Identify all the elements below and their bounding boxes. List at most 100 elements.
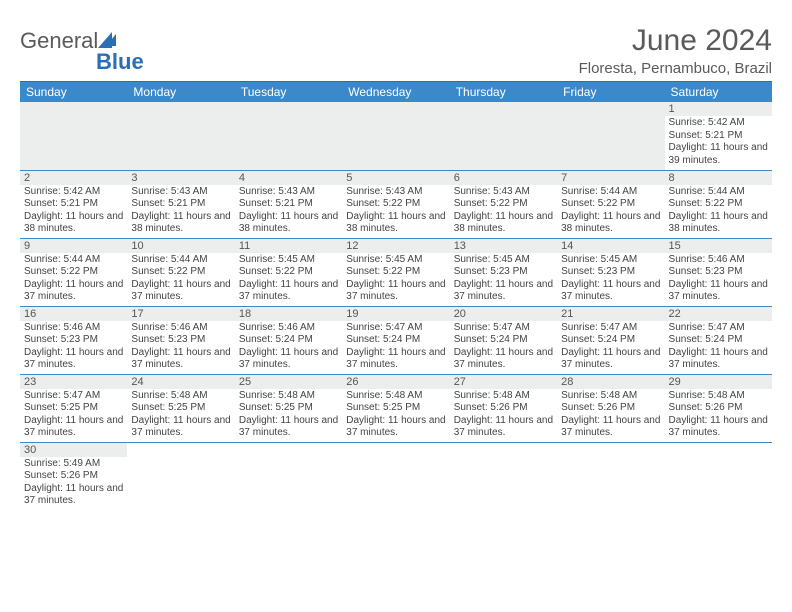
day-body: Sunrise: 5:44 AMSunset: 5:22 PMDaylight:…: [20, 253, 127, 306]
calendar-cell: 3Sunrise: 5:43 AMSunset: 5:21 PMDaylight…: [127, 170, 234, 238]
calendar-cell: 15Sunrise: 5:46 AMSunset: 5:23 PMDayligh…: [665, 238, 772, 306]
day-body: Sunrise: 5:45 AMSunset: 5:23 PMDaylight:…: [557, 253, 664, 306]
daylight-line: Daylight: 11 hours and 38 minutes.: [669, 211, 768, 235]
day-number: 28: [557, 375, 664, 389]
calendar-cell: 19Sunrise: 5:47 AMSunset: 5:24 PMDayligh…: [342, 306, 449, 374]
sunset-line: Sunset: 5:22 PM: [131, 266, 205, 277]
calendar-cell: 13Sunrise: 5:45 AMSunset: 5:23 PMDayligh…: [450, 238, 557, 306]
calendar-cell: 5Sunrise: 5:43 AMSunset: 5:22 PMDaylight…: [342, 170, 449, 238]
calendar-cell: 8Sunrise: 5:44 AMSunset: 5:22 PMDaylight…: [665, 170, 772, 238]
sunrise-line: Sunrise: 5:45 AM: [346, 254, 422, 265]
logo-text-blue: Blue: [20, 49, 772, 75]
day-number: 16: [20, 307, 127, 321]
sunrise-line: Sunrise: 5:44 AM: [131, 254, 207, 265]
calendar-row: 23Sunrise: 5:47 AMSunset: 5:25 PMDayligh…: [20, 374, 772, 442]
calendar-header-row: SundayMondayTuesdayWednesdayThursdayFrid…: [20, 82, 772, 103]
sunrise-line: Sunrise: 5:46 AM: [24, 322, 100, 333]
calendar-cell: 29Sunrise: 5:48 AMSunset: 5:26 PMDayligh…: [665, 374, 772, 442]
daylight-line: Daylight: 11 hours and 37 minutes.: [239, 347, 338, 371]
calendar-body: 1Sunrise: 5:42 AMSunset: 5:21 PMDaylight…: [20, 102, 772, 510]
daylight-line: Daylight: 11 hours and 37 minutes.: [24, 483, 123, 507]
calendar-cell: 4Sunrise: 5:43 AMSunset: 5:21 PMDaylight…: [235, 170, 342, 238]
sunset-line: Sunset: 5:26 PM: [24, 470, 98, 481]
day-number: 20: [450, 307, 557, 321]
day-number: 21: [557, 307, 664, 321]
daylight-line: Daylight: 11 hours and 37 minutes.: [454, 279, 553, 303]
calendar-cell-empty: [342, 102, 449, 170]
sunrise-line: Sunrise: 5:47 AM: [561, 322, 637, 333]
sunset-line: Sunset: 5:25 PM: [24, 402, 98, 413]
day-number: 15: [665, 239, 772, 253]
daylight-line: Daylight: 11 hours and 39 minutes.: [669, 142, 768, 166]
daylight-line: Daylight: 11 hours and 38 minutes.: [239, 211, 338, 235]
sunset-line: Sunset: 5:23 PM: [561, 266, 635, 277]
day-body: Sunrise: 5:45 AMSunset: 5:23 PMDaylight:…: [450, 253, 557, 306]
sunrise-line: Sunrise: 5:46 AM: [239, 322, 315, 333]
calendar-row: 30Sunrise: 5:49 AMSunset: 5:26 PMDayligh…: [20, 442, 772, 510]
daylight-line: Daylight: 11 hours and 38 minutes.: [454, 211, 553, 235]
calendar-cell: 12Sunrise: 5:45 AMSunset: 5:22 PMDayligh…: [342, 238, 449, 306]
weekday-header: Sunday: [20, 82, 127, 103]
sunrise-line: Sunrise: 5:48 AM: [454, 390, 530, 401]
calendar-cell-empty: [20, 102, 127, 170]
calendar-cell: 20Sunrise: 5:47 AMSunset: 5:24 PMDayligh…: [450, 306, 557, 374]
weekday-header: Friday: [557, 82, 664, 103]
sunset-line: Sunset: 5:23 PM: [24, 334, 98, 345]
calendar-cell: 26Sunrise: 5:48 AMSunset: 5:25 PMDayligh…: [342, 374, 449, 442]
day-number: 5: [342, 171, 449, 185]
calendar-row: 2Sunrise: 5:42 AMSunset: 5:21 PMDaylight…: [20, 170, 772, 238]
day-number: 13: [450, 239, 557, 253]
daylight-line: Daylight: 11 hours and 37 minutes.: [669, 347, 768, 371]
day-body: Sunrise: 5:47 AMSunset: 5:24 PM Daylight:…: [665, 321, 772, 374]
sunset-line: Sunset: 5:22 PM: [561, 198, 635, 209]
daylight-line: Daylight: 11 hours and 37 minutes.: [24, 347, 123, 371]
sunset-line: Sunset: 5:23 PM: [454, 266, 528, 277]
calendar-cell-empty: [342, 442, 449, 510]
day-number: 29: [665, 375, 772, 389]
day-body: Sunrise: 5:48 AMSunset: 5:26 PMDaylight:…: [665, 389, 772, 442]
day-body: Sunrise: 5:47 AMSunset: 5:24 PMDaylight:…: [557, 321, 664, 374]
calendar-cell: 9Sunrise: 5:44 AMSunset: 5:22 PMDaylight…: [20, 238, 127, 306]
day-body: Sunrise: 5:43 AMSunset: 5:21 PMDaylight:…: [235, 185, 342, 238]
calendar-cell: 2Sunrise: 5:42 AMSunset: 5:21 PMDaylight…: [20, 170, 127, 238]
sunrise-line: Sunrise: 5:47 AM: [669, 322, 745, 333]
sunrise-line: Sunrise: 5:48 AM: [239, 390, 315, 401]
daylight-line: Daylight: 11 hours and 37 minutes.: [346, 279, 445, 303]
daylight-line: Daylight: 11 hours and 37 minutes.: [24, 279, 123, 303]
calendar-cell: 14Sunrise: 5:45 AMSunset: 5:23 PMDayligh…: [557, 238, 664, 306]
calendar-cell: 23Sunrise: 5:47 AMSunset: 5:25 PMDayligh…: [20, 374, 127, 442]
sunset-line: Sunset: 5:24 PM: [669, 334, 743, 345]
sunrise-line: Sunrise: 5:49 AM: [24, 458, 100, 469]
day-body: Sunrise: 5:48 AMSunset: 5:25 PMDaylight:…: [342, 389, 449, 442]
daylight-line: Daylight: 11 hours and 37 minutes.: [669, 415, 768, 439]
calendar-row: 9Sunrise: 5:44 AMSunset: 5:22 PMDaylight…: [20, 238, 772, 306]
day-body: Sunrise: 5:43 AMSunset: 5:21 PMDaylight:…: [127, 185, 234, 238]
day-body: Sunrise: 5:43 AMSunset: 5:22 PMDaylight:…: [450, 185, 557, 238]
day-body: Sunrise: 5:47 AMSunset: 5:24 PMDaylight:…: [342, 321, 449, 374]
day-body: Sunrise: 5:44 AMSunset: 5:22 PMDaylight:…: [665, 185, 772, 238]
sunrise-line: Sunrise: 5:48 AM: [669, 390, 745, 401]
sunset-line: Sunset: 5:26 PM: [561, 402, 635, 413]
calendar-cell-empty: [235, 442, 342, 510]
daylight-line: Daylight: 11 hours and 37 minutes.: [24, 415, 123, 439]
sunset-line: Sunset: 5:25 PM: [239, 402, 313, 413]
sunrise-line: Sunrise: 5:48 AM: [561, 390, 637, 401]
sunrise-line: Sunrise: 5:43 AM: [131, 186, 207, 197]
calendar-cell-empty: [450, 442, 557, 510]
day-body: Sunrise: 5:48 AMSunset: 5:25 PMDaylight:…: [127, 389, 234, 442]
sunset-line: Sunset: 5:22 PM: [239, 266, 313, 277]
day-body: Sunrise: 5:48 AMSunset: 5:25 PMDaylight:…: [235, 389, 342, 442]
day-number: 8: [665, 171, 772, 185]
daylight-line: Daylight: 11 hours and 37 minutes.: [561, 347, 660, 371]
day-body: Sunrise: 5:42 AMSunset: 5:21 PMDaylight:…: [665, 116, 772, 169]
calendar-cell: 16Sunrise: 5:46 AMSunset: 5:23 PM Dayligh…: [20, 306, 127, 374]
day-body: Sunrise: 5:48 AMSunset: 5:26 PMDaylight:…: [557, 389, 664, 442]
sunset-line: Sunset: 5:22 PM: [24, 266, 98, 277]
sunset-line: Sunset: 5:25 PM: [346, 402, 420, 413]
calendar-cell: 22Sunrise: 5:47 AMSunset: 5:24 PMDayligh…: [665, 306, 772, 374]
day-number: 12: [342, 239, 449, 253]
day-body: Sunrise: 5:42 AMSunset: 5:21 PMDaylight:…: [20, 185, 127, 238]
daylight-line: Daylight: 11 hours and 37 minutes.: [346, 347, 445, 371]
daylight-line: Daylight: 11 hours and 38 minutes.: [131, 211, 230, 235]
day-number: 2: [20, 171, 127, 185]
